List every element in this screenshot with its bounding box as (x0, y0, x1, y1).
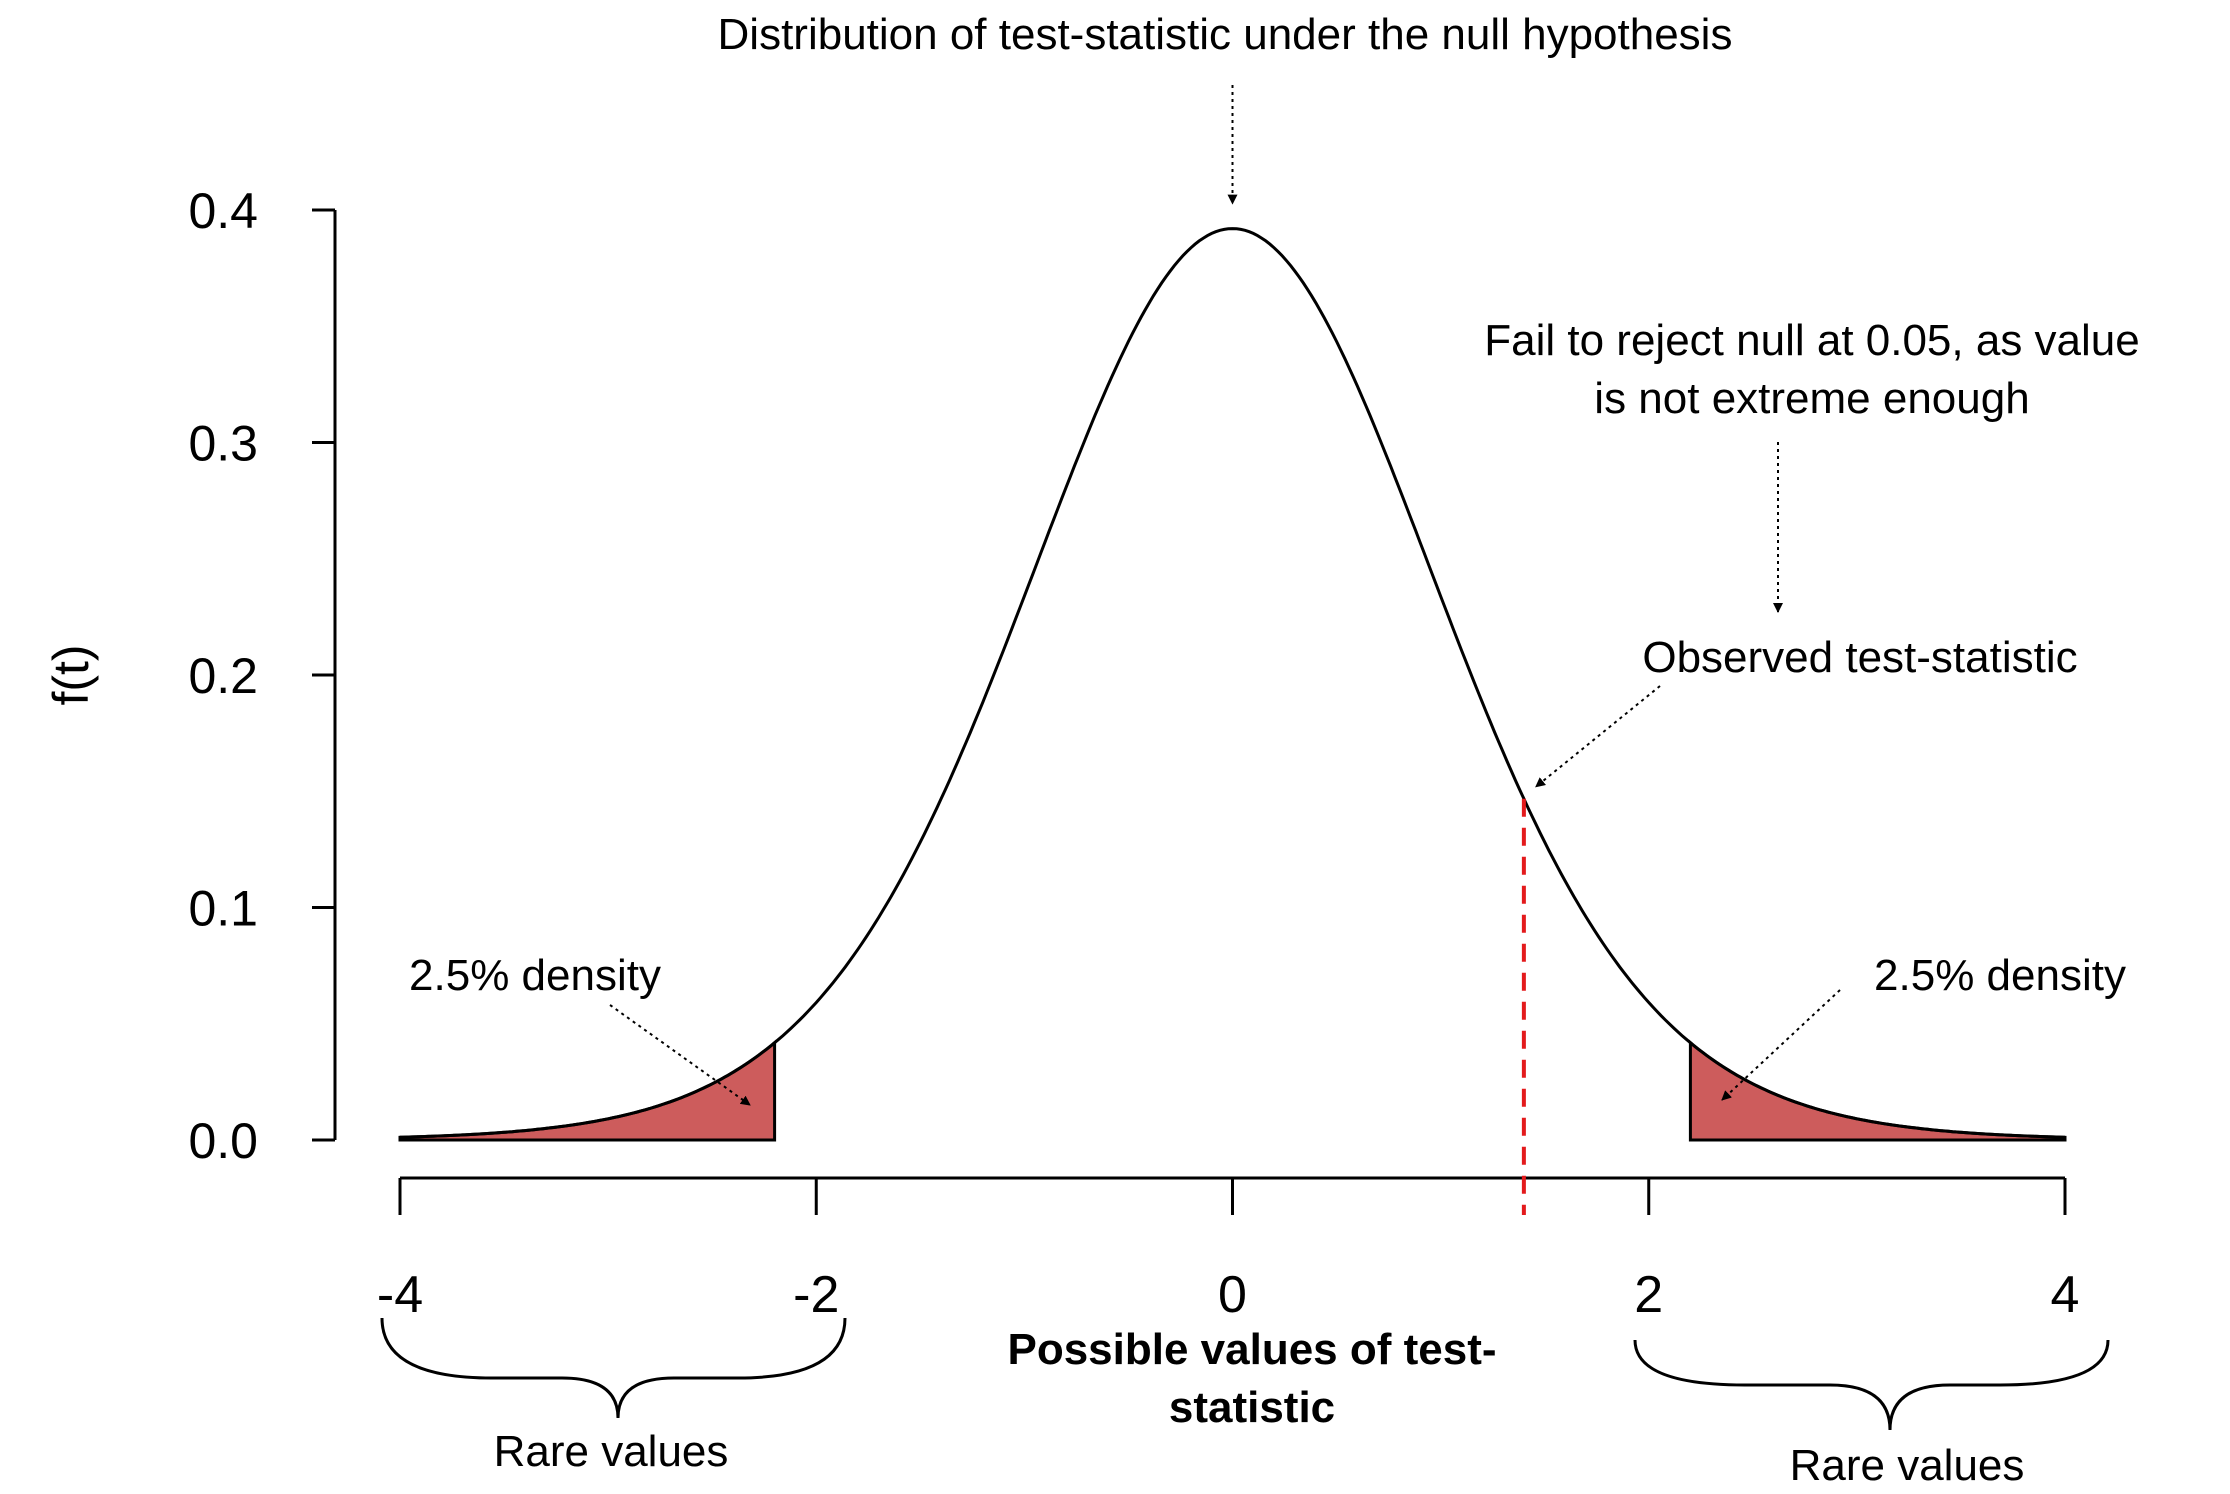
x-axis-label-line-2: statistic (1169, 1383, 1335, 1432)
y-tick-label: 0.0 (188, 1113, 258, 1169)
right-tail-label: 2.5% density (1874, 951, 2126, 1000)
x-tick-label: -2 (793, 1266, 839, 1324)
x-tick-label: 4 (2051, 1266, 2080, 1324)
observed-label: Observed test-statistic (1642, 633, 2077, 682)
right-brace (1633, 1339, 2110, 1431)
y-tick-label: 0.4 (188, 183, 258, 239)
decision-text-line-1: Fail to reject null at 0.05, as value (1484, 316, 2139, 365)
chart-title: Distribution of test-statistic under the… (718, 10, 1733, 59)
y-axis-label: f(t) (43, 644, 99, 705)
density-curve (399, 227, 2066, 1139)
x-tick-label: 2 (1634, 1266, 1663, 1324)
x-tick-label: -4 (377, 1266, 423, 1324)
right-brace-label: Rare values (1790, 1441, 2025, 1490)
y-tick-label: 0.2 (188, 648, 258, 704)
x-axis: -4 -2 0 2 4 (377, 1176, 2080, 1324)
left-tail-arrow (609, 1004, 751, 1106)
left-tail-label: 2.5% density (409, 951, 661, 1000)
decision-text-line-2: is not extreme enough (1594, 374, 2029, 423)
x-axis-label-line-1: Possible values of test- (1007, 1325, 1496, 1374)
right-tail-area (1688, 1039, 2067, 1142)
right-tail-arrow (1721, 989, 1841, 1101)
observed-arrow (1535, 685, 1661, 788)
left-brace-label: Rare values (494, 1427, 729, 1476)
left-brace (380, 1317, 847, 1419)
y-tick-label: 0.3 (188, 416, 258, 472)
x-tick-label: 0 (1218, 1266, 1247, 1324)
y-tick-label: 0.1 (188, 881, 258, 937)
left-tail-area (398, 1039, 777, 1142)
y-axis: 0.0 0.1 0.2 0.3 0.4 (188, 183, 337, 1169)
